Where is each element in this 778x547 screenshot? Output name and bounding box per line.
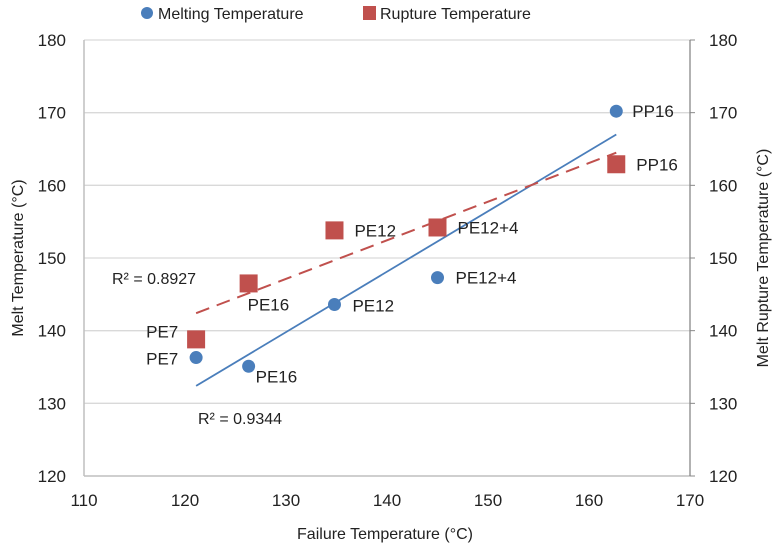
data-point-rupture-PE16 [239,274,258,293]
y2-tick-label: 170 [709,104,737,123]
x-tick-label: 110 [70,491,97,510]
y-axis-title: Melt Temperature (°C) [10,179,27,336]
point-label-rupture-PE12+4: PE12+4 [458,218,519,237]
point-label-rupture-PE7: PE7 [146,322,178,341]
x-tick-label: 150 [474,491,502,510]
point-label-melting-PE7: PE7 [146,350,178,369]
y-tick-label: 180 [38,31,66,50]
point-label-melting-PE16: PE16 [256,367,298,386]
x-axis-title: Failure Temperature (°C) [297,526,473,543]
data-point-melting-PE16 [242,359,256,373]
r2-label-rupture: R² = 0.8927 [112,271,196,288]
data-points [187,104,626,373]
y-tick-label: 130 [38,394,66,413]
y2-tick-label: 130 [709,394,737,413]
legend-label-rupture: Rupture Temperature [380,6,531,23]
data-point-melting-PP16 [609,104,623,118]
x-tick-label: 160 [575,491,603,510]
legend-marker-rupture [363,6,376,20]
point-label-melting-PP16: PP16 [632,102,674,121]
data-point-melting-PE7 [189,351,203,365]
y-tick-label: 150 [38,249,66,268]
y2-axis-title: Melt Rupture Temperature (°C) [755,149,772,368]
trendline-melting [195,133,617,387]
trendline-rupture [195,151,617,315]
data-point-rupture-PE12+4 [428,218,447,237]
y2-tick-label: 160 [709,176,737,195]
legend: Melting Temperature Rupture Temperature [141,6,531,23]
point-label-rupture-PE16: PE16 [248,295,290,314]
y-tick-label: 170 [38,104,66,123]
y2-tick-label: 150 [709,249,737,268]
x-tick-label: 140 [373,491,401,510]
y2-tick-label: 180 [709,31,737,50]
point-label-melting-PE12: PE12 [352,297,394,316]
y-tick-label: 160 [38,176,66,195]
r2-label-melting: R² = 0.9344 [198,411,282,428]
y2-tick-label: 140 [709,322,737,341]
trendlines [195,133,617,387]
data-point-rupture-PE7 [187,330,206,349]
point-label-rupture-PP16: PP16 [636,155,678,174]
point-label-rupture-PE12: PE12 [354,221,396,240]
data-point-rupture-PP16 [607,155,626,174]
data-point-melting-PE12 [327,298,341,312]
data-point-melting-PE12+4 [431,271,444,285]
point-label-melting-PE12+4: PE12+4 [456,269,517,288]
point-labels: PE7 PE16 PE12 PE12+4 PP16 PE7 PE16 PE12 PE12+4 PP… [146,102,678,386]
data-point-rupture-PE12 [325,221,344,240]
x-tick-label: 170 [676,491,704,510]
x-tick-label: 120 [171,491,199,510]
y2-tick-label: 120 [709,467,737,486]
y-tick-label: 120 [38,467,66,486]
x-tick-label: 130 [272,491,300,510]
legend-label-melting: Melting Temperature [158,6,304,23]
axes: 120 130 140 150 160 170 180 120 130 140 150 160 170 1… [38,31,738,510]
y-tick-label: 140 [38,322,66,341]
gridlines [84,39,690,404]
legend-marker-melting [141,7,153,19]
